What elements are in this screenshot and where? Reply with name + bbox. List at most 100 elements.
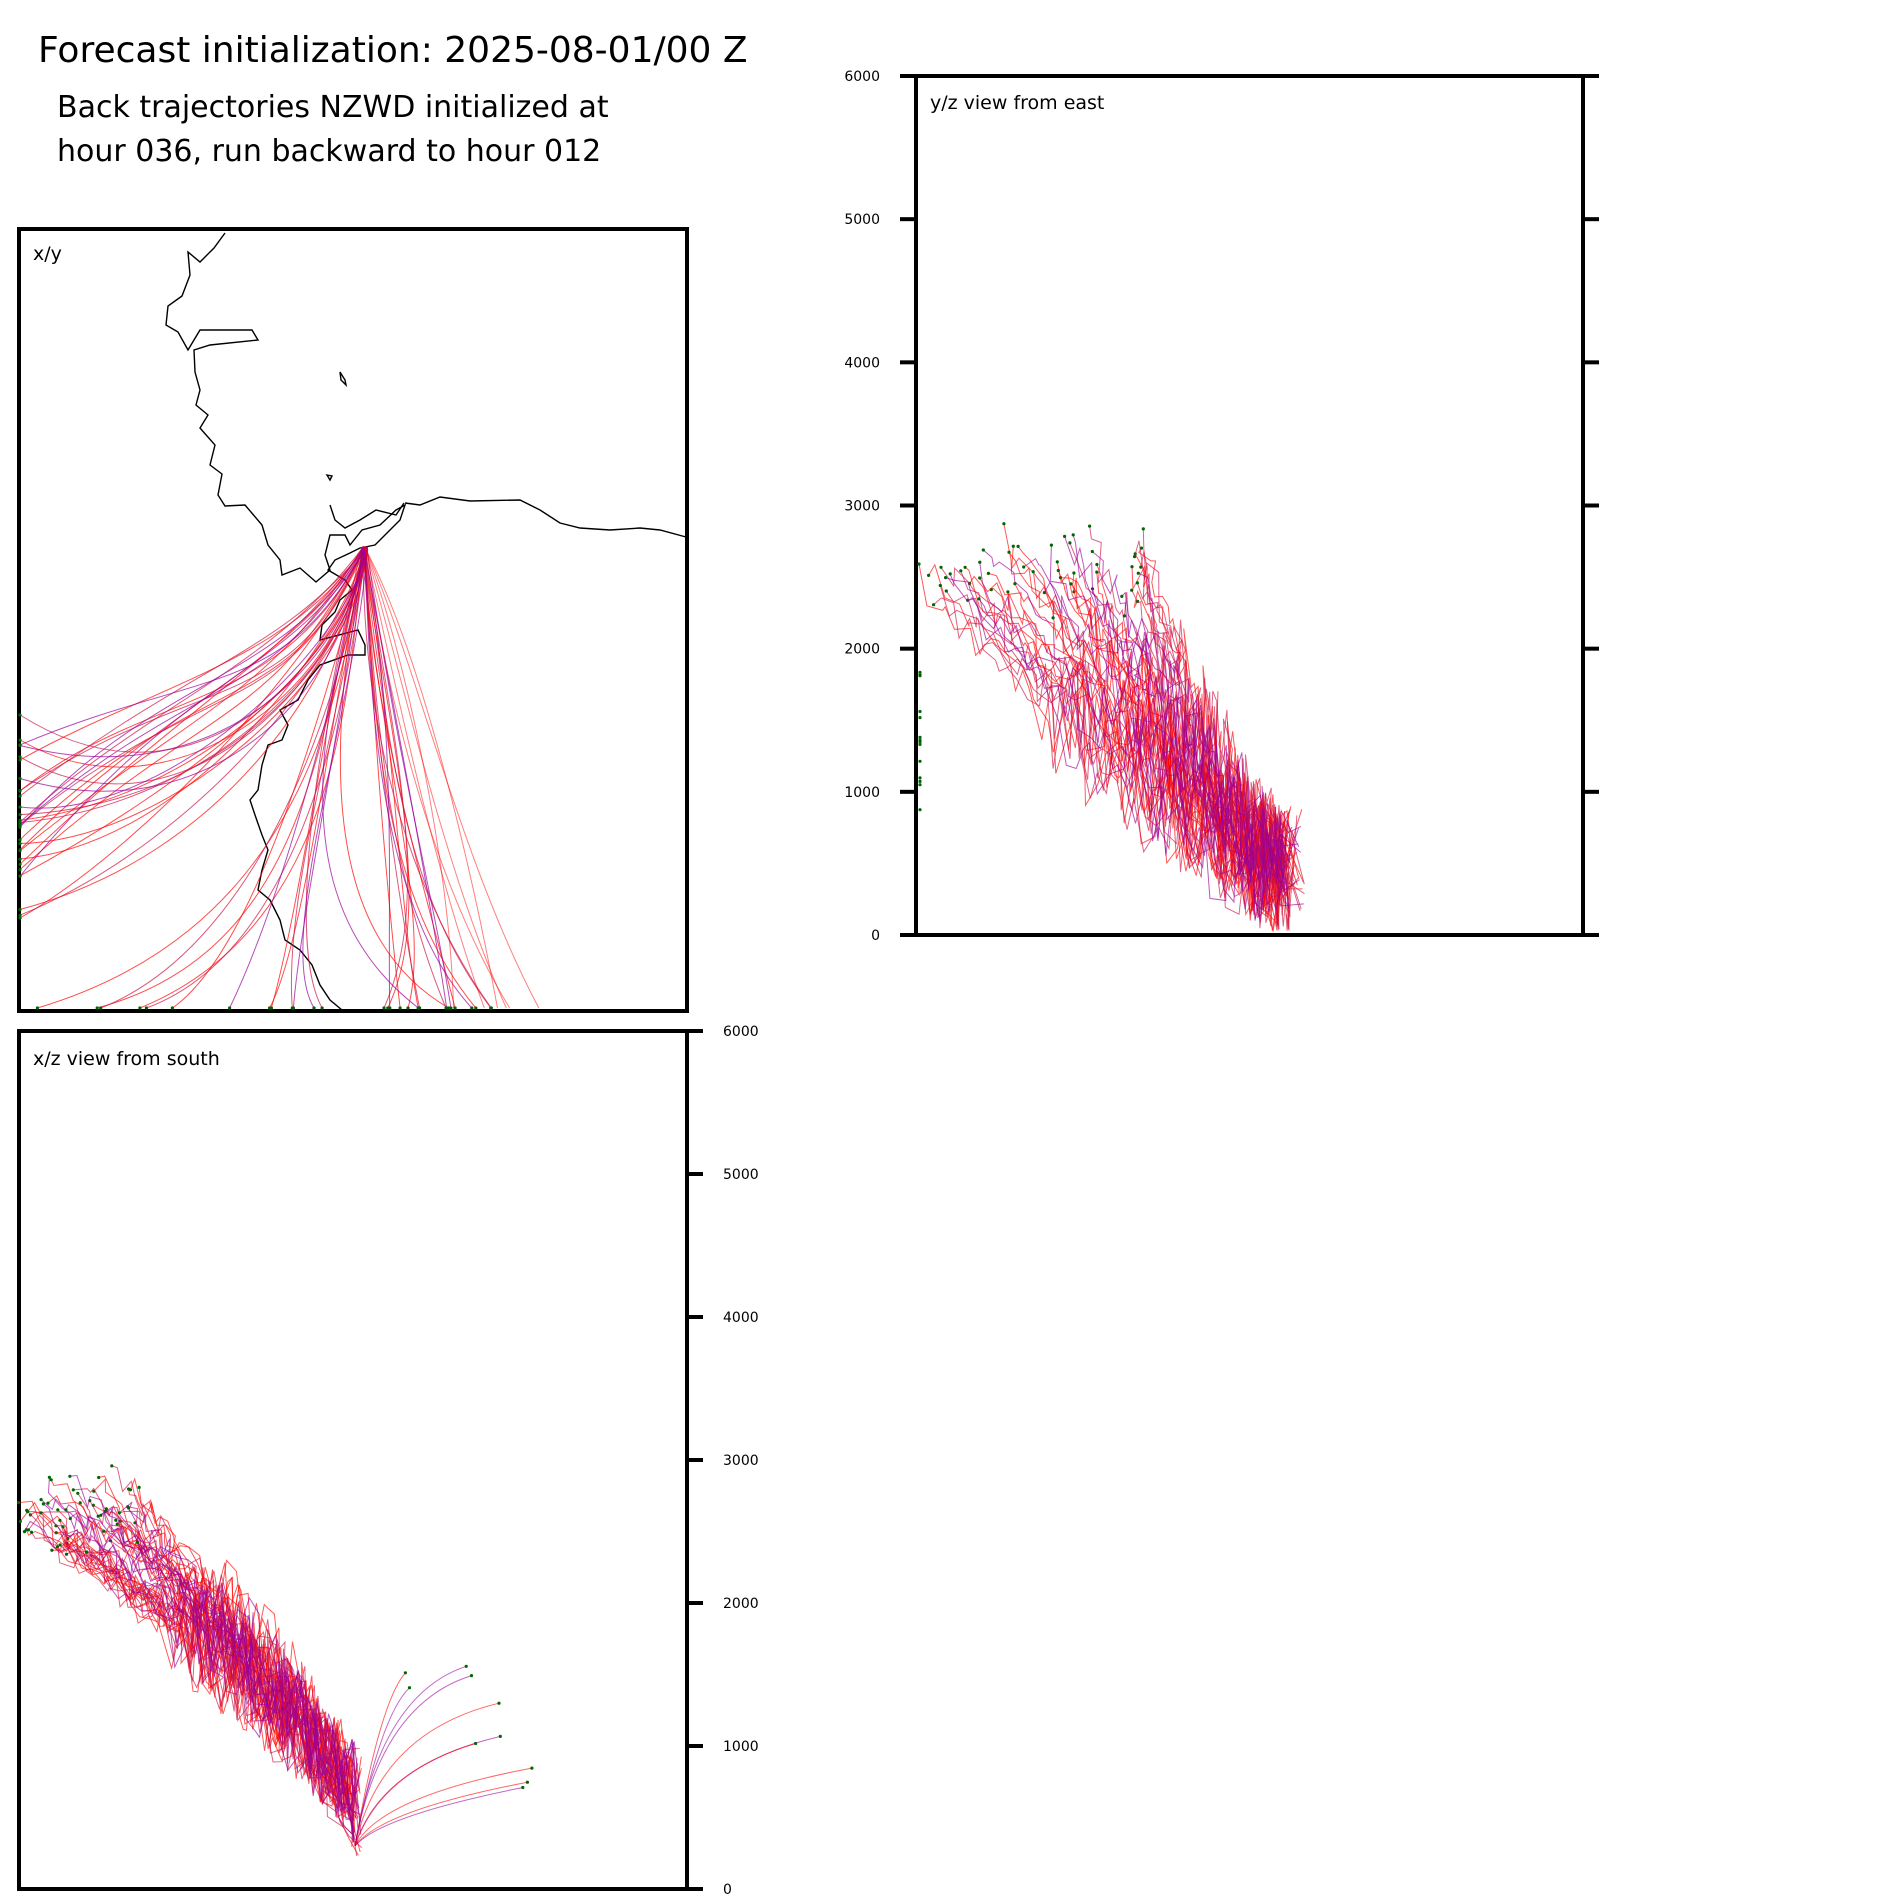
xy-endpoint-43 <box>489 1006 493 1010</box>
xz-trajectory-47 <box>47 1477 362 1823</box>
xz-endpoint-19 <box>50 1548 54 1552</box>
xz-endpoint-42 <box>96 1514 100 1518</box>
xy-trajectory-13 <box>19 546 366 792</box>
xy-endpoint-44 <box>18 913 22 917</box>
xz-panel-label: x/z view from south <box>33 1048 220 1070</box>
yz-tick-label-6000: 6000 <box>844 69 880 85</box>
xy-trajectory-30 <box>146 546 366 1009</box>
xy-trajectory-34 <box>100 547 367 1009</box>
yz-trajectory-48 <box>1138 572 1302 879</box>
xz-endpoint-50 <box>64 1508 68 1512</box>
xz-trajectory-54 <box>137 1541 354 1843</box>
xy-endpoint-54 <box>228 1006 232 1010</box>
xy-trajectory-23 <box>364 546 401 1009</box>
xz-trajectory-49 <box>43 1503 354 1843</box>
yz-endpoint-left-7 <box>918 735 922 739</box>
xy-trajectory-58 <box>322 546 419 1009</box>
xy-endpoint-56 <box>18 743 22 748</box>
xy-endpoint-32 <box>18 813 22 817</box>
xz-trajectory-29 <box>73 1487 353 1781</box>
xz-trajectory-45 <box>86 1547 361 1815</box>
xy-endpoint-21 <box>18 838 22 842</box>
xy-panel: x/y <box>17 227 689 1013</box>
xy-endpoint-18 <box>95 1006 99 1010</box>
yz-tick-label-5000: 5000 <box>844 212 880 228</box>
yz-endpoint-46 <box>981 548 985 552</box>
xz-trajectory-east-4 <box>354 1743 476 1847</box>
xz-endpoint-48 <box>68 1516 72 1521</box>
yz-endpoint-40 <box>1068 541 1072 545</box>
xy-trajectory-33 <box>19 546 365 792</box>
yz-endpoint-left-12 <box>918 716 922 720</box>
yz-trajectory-54 <box>949 573 1287 902</box>
xy-endpoint-55 <box>470 1006 474 1010</box>
xz-trajectories <box>17 1464 534 1857</box>
yz-endpoint-left-5 <box>918 742 922 747</box>
xy-endpoint-33 <box>18 789 22 793</box>
xy-endpoint-11 <box>406 1006 410 1010</box>
xz-endpoint-34 <box>26 1528 31 1532</box>
yz-endpoint-44 <box>978 560 982 564</box>
coastline-segment-3 <box>339 371 348 388</box>
yz-endpoint-3 <box>1095 570 1099 574</box>
xz-endpoint-23 <box>17 1501 21 1505</box>
yz-tick-label-3000: 3000 <box>844 499 880 515</box>
yz-y-axis: 0 1000 2000 3000 4000 5000 6000 <box>844 69 1599 944</box>
xy-trajectory-2 <box>172 546 369 1009</box>
yz-endpoint-25 <box>1051 616 1055 620</box>
yz-endpoint-48 <box>1136 571 1140 575</box>
xz-endpoint-9 <box>46 1501 50 1505</box>
yz-trajectories <box>917 522 1305 933</box>
yz-endpoint-11 <box>917 562 921 566</box>
yz-trajectory-51 <box>1121 591 1285 893</box>
yz-endpoint-left-2 <box>918 670 922 675</box>
xy-trajectory-56 <box>19 547 367 758</box>
xz-trajectory-48 <box>69 1512 354 1835</box>
xy-trajectory-41 <box>19 547 363 823</box>
xz-endpoint-45 <box>85 1550 89 1554</box>
yz-endpoint-23 <box>1007 550 1011 554</box>
xz-endpoint-25 <box>58 1518 62 1522</box>
xz-endpoint-20 <box>102 1529 106 1533</box>
xy-endpoint-57 <box>18 822 22 827</box>
xy-trajectory-54 <box>229 549 369 1009</box>
yz-endpoint-left-4 <box>918 738 922 742</box>
xy-trajectory-53 <box>19 546 364 828</box>
yz-trajectory-15 <box>928 563 1292 918</box>
yz-endpoint-29 <box>1031 570 1035 574</box>
coastline-segment-1 <box>404 496 687 538</box>
xz-endpoint-47 <box>47 1475 52 1479</box>
xz-endpoint-54 <box>135 1540 139 1544</box>
xz-tick-label-4000: 4000 <box>723 1310 759 1326</box>
xz-trajectory-east-7 <box>354 1665 467 1847</box>
xz-trajectory-14 <box>55 1525 360 1809</box>
xy-trajectory-25 <box>19 549 364 870</box>
yz-endpoint-left-9 <box>918 779 922 784</box>
yz-panel: y/z view from east 0 1000 2000 3000 4000 5000… <box>844 69 1599 944</box>
xy-trajectory-east-4 <box>364 547 540 1009</box>
yz-trajectory-52 <box>1043 581 1286 913</box>
yz-endpoint-50 <box>977 597 981 601</box>
xz-endpoint-east-7 <box>464 1664 468 1668</box>
yz-endpoint-26 <box>1133 555 1137 559</box>
yz-trajectory-42 <box>1091 551 1300 912</box>
yz-endpoint-19 <box>1056 568 1060 573</box>
yz-endpoint-15 <box>927 573 931 578</box>
yz-endpoint-5 <box>1069 582 1073 586</box>
xy-trajectory-36 <box>19 549 363 785</box>
xy-endpoint-47 <box>449 1006 453 1010</box>
yz-trajectory-43 <box>1092 588 1291 883</box>
yz-endpoint-37 <box>1139 565 1143 569</box>
xz-trajectory-52 <box>128 1507 356 1819</box>
xy-trajectory-east-3 <box>364 547 454 1009</box>
yz-endpoint-47 <box>1071 533 1075 537</box>
yz-endpoint-35 <box>1088 524 1092 528</box>
figure-subtitle-line-1: Back trajectories NZWD initialized at <box>57 90 609 125</box>
xz-endpoint-east-3 <box>521 1785 525 1790</box>
xz-endpoint-13 <box>49 1478 53 1482</box>
xz-endpoint-3 <box>58 1543 62 1547</box>
xz-endpoint-east-2 <box>530 1766 534 1770</box>
xz-endpoint-40 <box>29 1530 34 1534</box>
xy-endpoint-51 <box>388 1006 392 1010</box>
xz-endpoint-38 <box>39 1511 43 1515</box>
